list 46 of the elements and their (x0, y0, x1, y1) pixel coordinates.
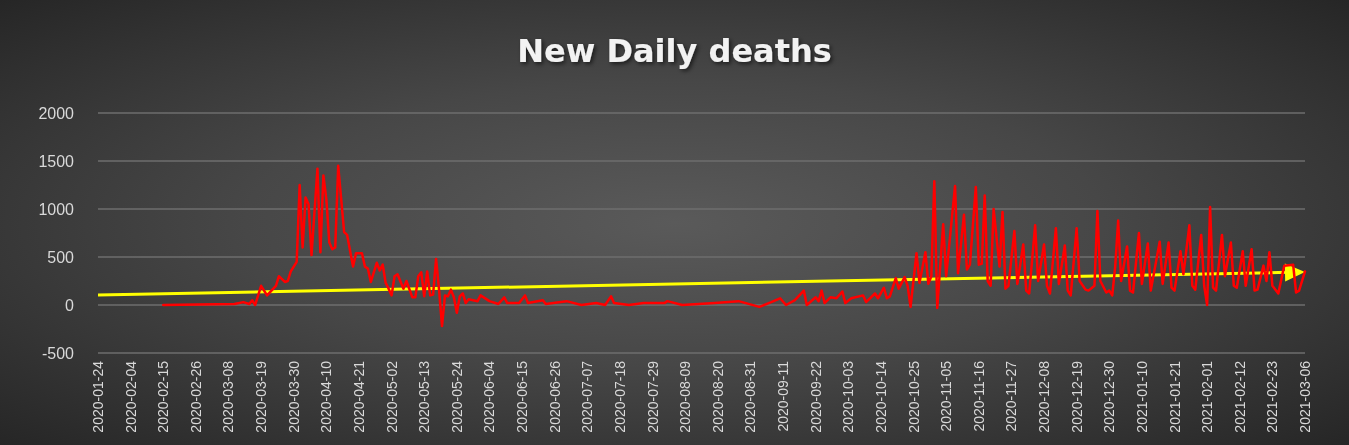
line-series (161, 164, 1307, 328)
x-tick-label: 2021-02-23 (1264, 360, 1281, 433)
y-tick-label: 1500 (38, 152, 75, 170)
x-tick-label: 2021-02-12 (1231, 360, 1248, 433)
y-tick-label: 1000 (38, 200, 75, 218)
chart-title: New Daily deaths (517, 32, 832, 70)
x-tick-label: 2020-11-16 (970, 360, 987, 432)
x-tick-label: 2020-11-05 (938, 360, 955, 432)
x-tick-label: 2020-03-30 (285, 360, 302, 433)
x-tick-label: 2020-07-18 (611, 360, 628, 433)
x-tick-label: 2020-05-24 (448, 360, 465, 433)
x-tick-label: 2020-03-08 (220, 360, 237, 433)
x-tick-label: 2020-09-11 (775, 360, 792, 432)
x-tick-label: 2020-07-29 (644, 360, 661, 433)
x-tick-label: 2020-12-08 (1036, 360, 1053, 433)
x-tick-label: 2020-08-09 (677, 360, 694, 433)
x-tick-label: 2021-02-01 (1199, 360, 1216, 433)
y-tick-label: 500 (47, 248, 75, 266)
x-tick-label: 2020-04-10 (318, 360, 335, 433)
x-tick-label: 2020-10-25 (905, 360, 922, 433)
x-tick-label: 2020-02-04 (122, 360, 139, 433)
x-tick-label: 2020-06-26 (546, 360, 563, 433)
x-tick-label: 2020-08-20 (709, 360, 726, 433)
x-tick-label: 2020-04-21 (350, 360, 367, 433)
x-tick-label: 2020-10-14 (872, 360, 889, 433)
x-tick-label: 2021-01-21 (1166, 360, 1183, 433)
y-tick-label: -500 (41, 344, 75, 362)
x-tick-label: 2020-11-27 (1003, 360, 1020, 432)
x-tick-label: 2020-03-19 (253, 360, 270, 433)
x-tick-label: 2020-05-02 (383, 360, 400, 433)
x-tick-label: 2020-12-19 (1068, 360, 1085, 433)
x-tick-label: 2020-06-15 (514, 360, 531, 433)
x-tick-label: 2020-08-31 (742, 360, 759, 433)
x-tick-label: 2020-07-07 (579, 360, 596, 433)
x-tick-label: 2020-01-24 (90, 360, 106, 433)
x-tick-label: 2021-03-06 (1297, 360, 1313, 433)
x-tick-label: 2020-12-30 (1101, 360, 1118, 433)
x-tick-label: 2021-01-10 (1133, 360, 1150, 433)
x-tick-label: 2020-10-03 (840, 360, 857, 433)
x-tick-label: 2020-09-22 (807, 360, 824, 433)
x-tick-label: 2020-02-26 (187, 360, 204, 433)
x-tick-label: 2020-06-04 (481, 360, 498, 433)
x-tick-label: 2020-02-15 (155, 360, 172, 433)
y-tick-label: 2000 (38, 104, 75, 122)
y-tick-label: 0 (65, 296, 75, 314)
x-tick-label: 2020-05-13 (416, 360, 433, 433)
